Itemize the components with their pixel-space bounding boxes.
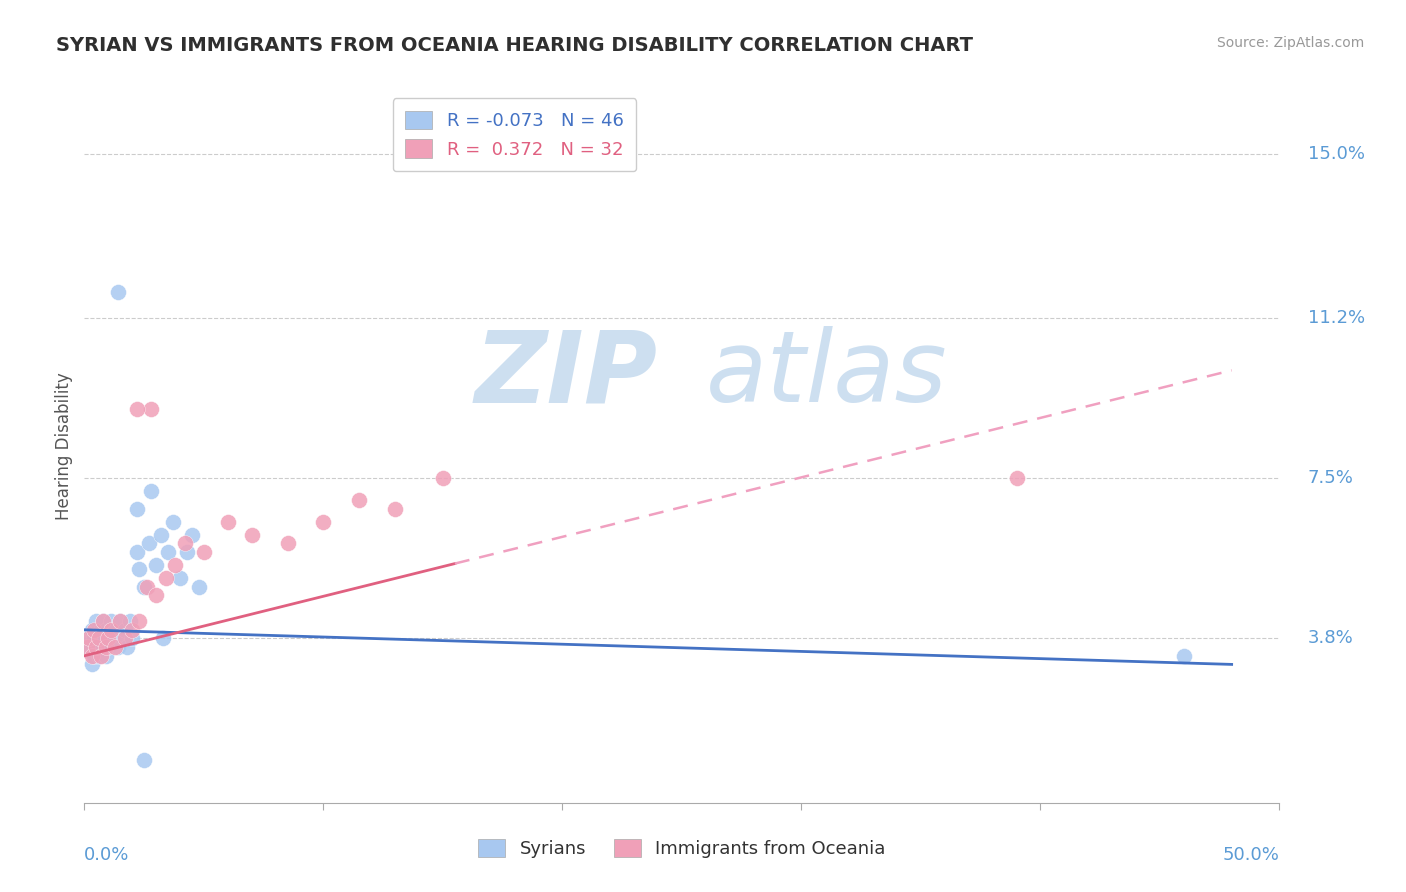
Text: 0.0%: 0.0% <box>84 846 129 864</box>
Point <box>193 545 215 559</box>
Legend: Syrians, Immigrants from Oceania: Syrians, Immigrants from Oceania <box>471 831 893 865</box>
Point <box>152 632 174 646</box>
Point <box>97 640 120 654</box>
Point <box>180 527 202 541</box>
Point <box>125 402 148 417</box>
Point <box>94 623 117 637</box>
Point <box>80 623 103 637</box>
Point <box>173 536 195 550</box>
Point <box>97 632 120 646</box>
Point <box>155 571 177 585</box>
Point <box>80 657 103 672</box>
Point <box>125 545 148 559</box>
Point <box>165 558 187 572</box>
Point <box>84 640 107 654</box>
Point <box>1173 648 1195 663</box>
Point <box>141 402 163 417</box>
Text: 50.0%: 50.0% <box>1223 846 1279 864</box>
Point <box>100 614 122 628</box>
Point <box>125 501 148 516</box>
Point <box>141 484 163 499</box>
Point <box>76 640 98 654</box>
Point <box>84 640 107 654</box>
Point <box>188 580 211 594</box>
Point <box>118 614 141 628</box>
Point <box>110 614 132 628</box>
Point <box>121 623 143 637</box>
Point <box>94 640 117 654</box>
Point <box>349 493 371 508</box>
Point <box>104 640 127 654</box>
Point <box>217 515 239 529</box>
Y-axis label: Hearing Disability: Hearing Disability <box>55 372 73 520</box>
Point <box>107 640 129 654</box>
Text: Source: ZipAtlas.com: Source: ZipAtlas.com <box>1216 36 1364 50</box>
Point <box>87 632 110 646</box>
Point <box>93 632 115 646</box>
Text: 15.0%: 15.0% <box>1308 145 1365 163</box>
Point <box>312 515 335 529</box>
Point <box>110 614 132 628</box>
Point <box>128 562 150 576</box>
Point <box>87 632 110 646</box>
Point <box>132 580 156 594</box>
Point <box>1005 471 1028 485</box>
Point <box>77 632 100 646</box>
Point <box>162 515 184 529</box>
Point <box>157 545 180 559</box>
Point <box>117 640 139 654</box>
Text: 11.2%: 11.2% <box>1308 310 1365 327</box>
Point <box>97 632 120 646</box>
Point <box>276 536 298 550</box>
Point <box>432 471 454 485</box>
Text: 3.8%: 3.8% <box>1308 630 1354 648</box>
Text: SYRIAN VS IMMIGRANTS FROM OCEANIA HEARING DISABILITY CORRELATION CHART: SYRIAN VS IMMIGRANTS FROM OCEANIA HEARIN… <box>56 36 973 54</box>
Point <box>77 644 100 658</box>
Point <box>83 623 105 637</box>
Point <box>114 623 136 637</box>
Point <box>101 632 124 646</box>
Point <box>135 580 157 594</box>
Point <box>176 545 198 559</box>
Point <box>90 648 112 663</box>
Point <box>121 632 143 646</box>
Point <box>169 571 191 585</box>
Point <box>93 614 115 628</box>
Point <box>114 632 136 646</box>
Text: 7.5%: 7.5% <box>1308 469 1354 487</box>
Point <box>111 632 134 646</box>
Point <box>138 536 160 550</box>
Point <box>128 614 150 628</box>
Point <box>100 623 122 637</box>
Point <box>94 648 117 663</box>
Point <box>76 632 98 646</box>
Point <box>90 640 112 654</box>
Point <box>93 614 115 628</box>
Point <box>87 648 110 663</box>
Point <box>145 588 167 602</box>
Point <box>80 648 103 663</box>
Point <box>240 527 263 541</box>
Point <box>384 501 406 516</box>
Point <box>107 285 129 300</box>
Point <box>83 632 105 646</box>
Point <box>83 648 105 663</box>
Text: atlas: atlas <box>706 326 948 423</box>
Point <box>132 753 156 767</box>
Point <box>145 558 167 572</box>
Point <box>84 614 107 628</box>
Point <box>104 623 127 637</box>
Point <box>149 527 172 541</box>
Text: ZIP: ZIP <box>475 326 658 423</box>
Point <box>90 623 112 637</box>
